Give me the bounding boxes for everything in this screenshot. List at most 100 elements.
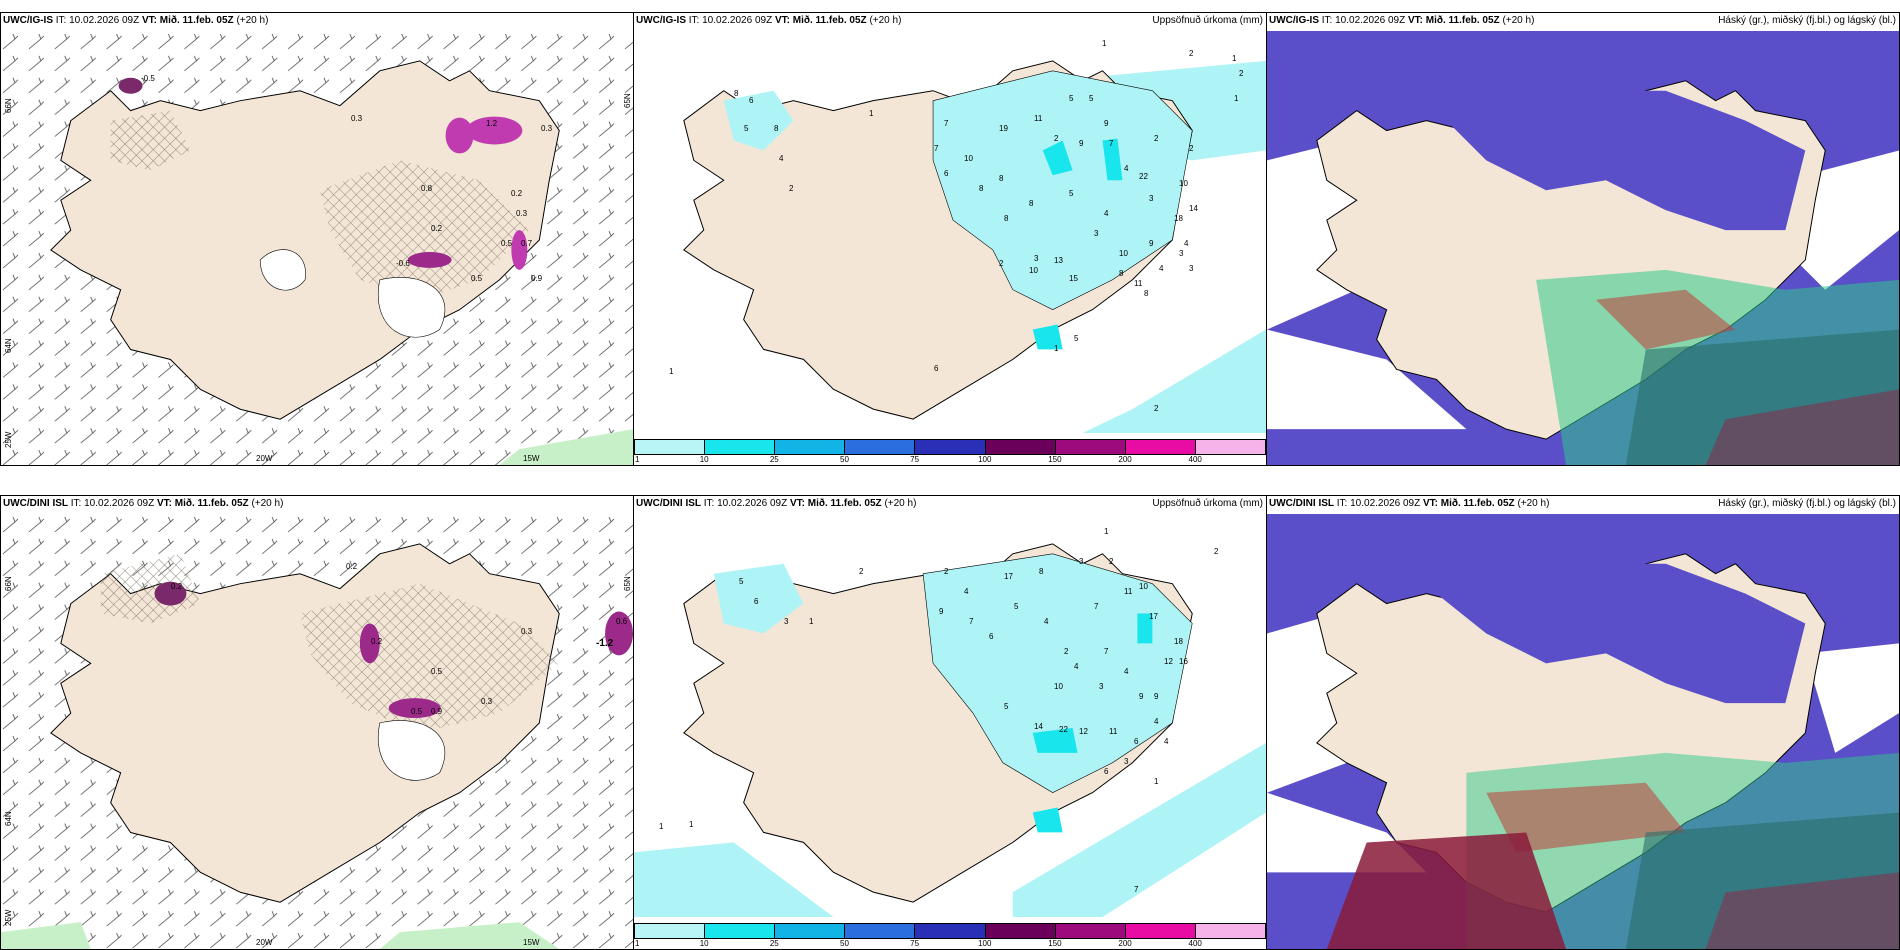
panel-top-right: UWC/IG-IS IT: 10.02.2026 09Z VT: Mið. 11… [1266,12,1900,466]
svg-text:1: 1 [1234,94,1239,103]
svg-text:10: 10 [1179,179,1188,188]
svg-text:3: 3 [1189,264,1194,273]
value-label: 0.7 [521,239,533,248]
svg-text:5: 5 [739,577,744,586]
svg-text:7: 7 [1104,647,1109,656]
colorbar-tick: 10 [699,455,709,464]
svg-text:1: 1 [1154,777,1159,786]
svg-text:6: 6 [754,597,759,606]
svg-text:3: 3 [1149,194,1154,203]
svg-text:11: 11 [1034,114,1043,123]
panel-title: UWC/DINI ISL IT: 10.02.2026 09Z VT: Mið.… [1269,498,1550,509]
cloud-map [1267,514,1899,949]
colorbar-segment [1125,440,1196,454]
precip-map [634,514,1266,917]
axis-label-66n: 66N [4,576,13,591]
svg-text:10: 10 [964,154,973,163]
colorbar-tick: 200 [1118,939,1132,948]
svg-text:1: 1 [689,820,694,829]
colorbar-segment [845,924,916,938]
svg-text:10: 10 [1119,249,1128,258]
colorbar-segment [775,924,846,938]
svg-text:8: 8 [999,174,1004,183]
svg-text:6: 6 [1104,767,1109,776]
svg-text:2: 2 [1189,49,1194,58]
panel-subtitle: Uppsöfnuð úrkoma (mm) [1152,15,1263,26]
axis-label-64n: 64N [4,338,13,353]
svg-text:1: 1 [1102,39,1107,48]
panel-title: UWC/IG-IS IT: 10.02.2026 09Z VT: Mið. 11… [1269,15,1535,26]
panel-bottom-left: UWC/DINI ISL IT: 10.02.2026 09Z VT: Mið.… [0,495,634,950]
svg-text:3: 3 [1094,229,1099,238]
colorbar-tick: 100 [978,939,992,948]
colorbar-segment [705,924,776,938]
svg-text:5: 5 [1069,94,1074,103]
svg-text:6: 6 [989,632,994,641]
svg-text:1: 1 [669,367,674,376]
value-label: 0.5 [471,274,483,283]
panel-subtitle: Háský (gr.), miðský (fj.bl.) og lágský (… [1718,498,1896,509]
svg-text:8: 8 [1029,199,1034,208]
svg-text:7: 7 [1109,139,1114,148]
svg-text:3: 3 [1179,249,1184,258]
value-label: 0.3 [521,627,533,636]
colorbar-segment [775,440,846,454]
value-label: -1.2 [596,638,614,649]
svg-text:1: 1 [1104,527,1109,536]
precip-colorbar [634,923,1266,939]
svg-text:9: 9 [1079,139,1084,148]
panel-bottom-right: UWC/DINI ISL IT: 10.02.2026 09Z VT: Mið.… [1266,495,1900,950]
svg-text:4: 4 [1104,209,1109,218]
svg-text:14: 14 [1034,722,1043,731]
svg-text:18: 18 [1174,637,1183,646]
svg-text:6: 6 [934,364,939,373]
svg-text:12: 12 [1079,727,1088,736]
axis-label-25w: 25W [4,431,13,448]
colorbar-segment [635,924,706,938]
colorbar-tick: 50 [840,455,849,464]
svg-text:7: 7 [1094,602,1099,611]
colorbar-segment [915,924,986,938]
svg-text:5: 5 [1014,602,1019,611]
colorbar-tick: 400 [1188,455,1202,464]
svg-text:9: 9 [1149,239,1154,248]
value-label: 0.9 [531,274,543,283]
colorbar-segment [635,440,706,454]
svg-text:8: 8 [979,184,984,193]
svg-text:8: 8 [1144,289,1149,298]
value-labels: -0.5 0.3 1.2 0.3 -0.6 0.2 0.3 0.7 0.5 0.… [141,74,553,283]
value-label: 0.3 [351,114,363,123]
value-label: 0.8 [421,184,433,193]
svg-text:2: 2 [1214,547,1219,556]
wind-map [1,31,633,465]
svg-text:1: 1 [869,109,874,118]
svg-text:7: 7 [934,144,939,153]
svg-text:13: 13 [1054,256,1063,265]
colorbar-tick: 50 [840,939,849,948]
colorbar-tick: 25 [769,939,779,948]
colorbar-segment [845,440,916,454]
value-label: 0.2 [171,582,183,591]
svg-text:16: 16 [1179,657,1188,666]
svg-text:8: 8 [774,124,779,133]
value-label: 0.9 [431,707,443,716]
svg-text:12: 12 [1164,657,1173,666]
colorbar-tick: 100 [978,455,992,464]
svg-text:3: 3 [1099,682,1104,691]
panel-top-left: UWC/IG-IS IT: 10.02.2026 09Z VT: Mið. 11… [0,12,634,466]
colorbar-tick: 1 [635,939,640,948]
svg-text:3: 3 [1034,254,1039,263]
value-label: 1.2 [486,119,498,128]
colorbar-segment [1055,440,1126,454]
panel-subtitle: Uppsöfnuð úrkoma (mm) [1152,498,1263,509]
colorbar-tick: 200 [1118,455,1132,464]
precip-labels: 1 2 5 6 3 1 2 2 17 8 3 2 4 11 10 7 9 7 6… [659,527,1219,894]
svg-text:9: 9 [1139,692,1144,701]
precip-colorbar [634,439,1266,455]
svg-text:4: 4 [1154,717,1159,726]
svg-text:11: 11 [1109,727,1118,736]
value-label: 0.2 [346,562,358,571]
colorbar-segment [1195,440,1265,454]
svg-text:5: 5 [1089,94,1094,103]
svg-text:6: 6 [749,96,754,105]
